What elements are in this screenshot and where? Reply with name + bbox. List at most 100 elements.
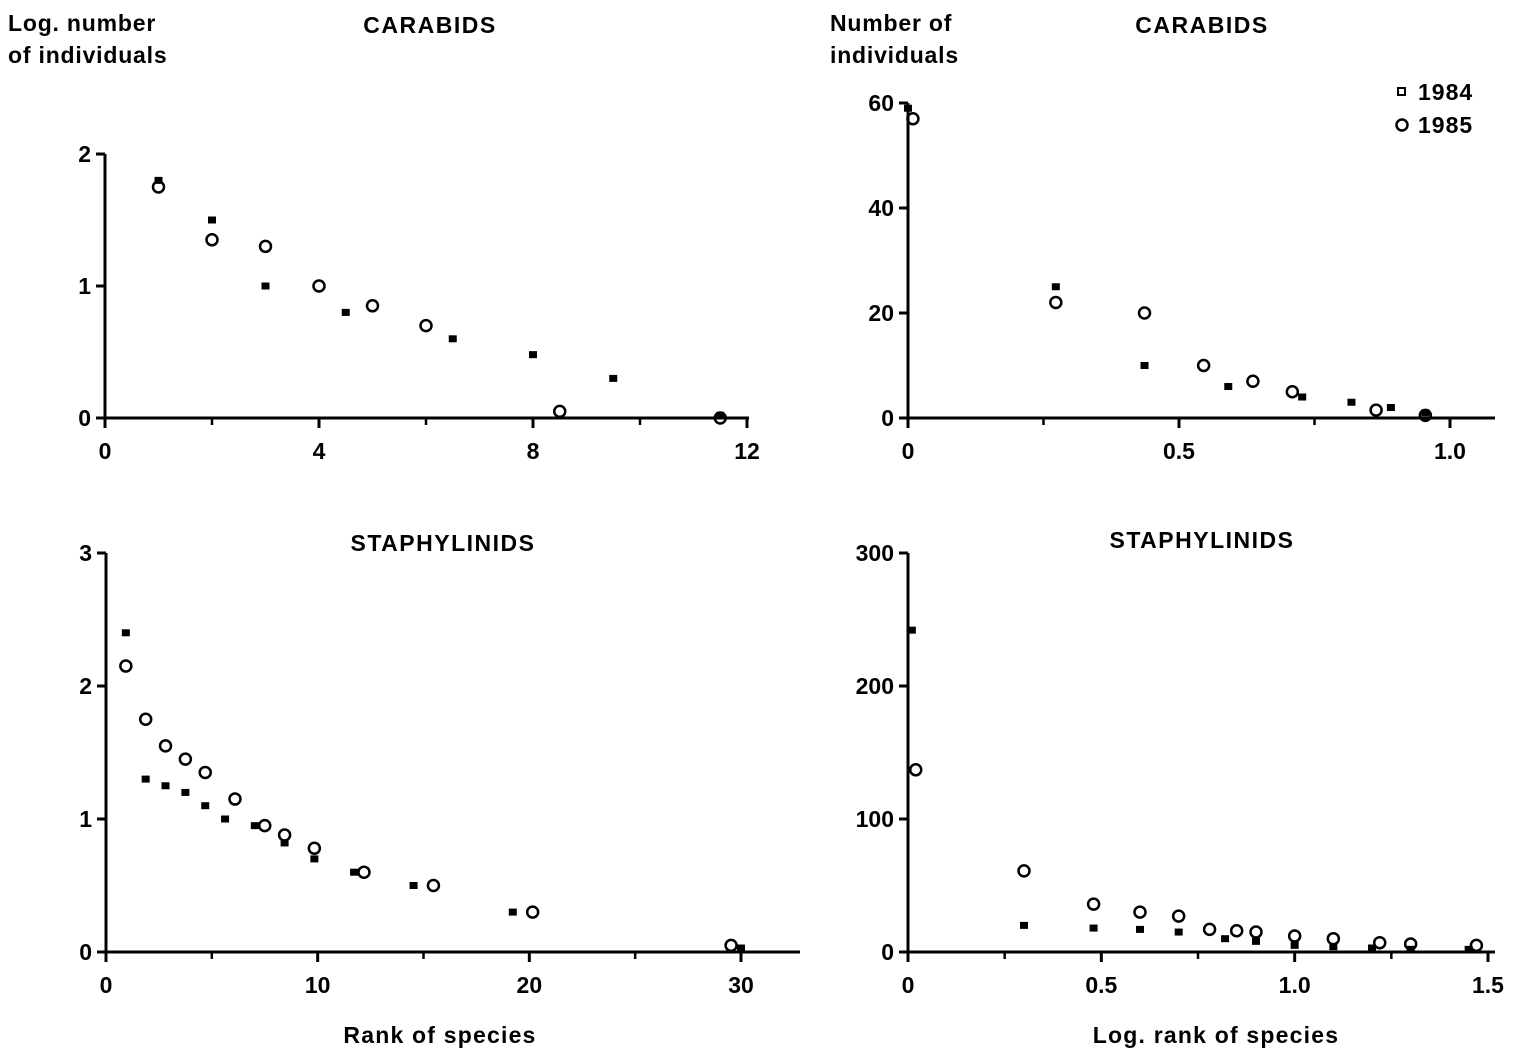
point-1984	[907, 626, 916, 634]
x-tick-label: 8	[527, 438, 540, 464]
point-1984	[161, 782, 170, 790]
point-1985	[1049, 295, 1063, 310]
point-1985	[277, 828, 292, 842]
point-1984	[280, 839, 289, 847]
point-1985	[1249, 925, 1263, 939]
point-1985	[1372, 935, 1387, 950]
point-1984	[716, 411, 725, 419]
legend-label-1984: 1984	[1418, 79, 1473, 105]
y-tick-label: 60	[868, 90, 894, 116]
point-1984	[529, 351, 537, 359]
x-tick-label: 30	[728, 972, 754, 998]
point-1984	[409, 882, 418, 889]
x-tick-label: 0	[99, 438, 112, 464]
point-1985	[151, 180, 166, 194]
chart-carabids-log-rank: Number of individuals CARABIDS 1984 1985…	[830, 10, 1495, 464]
x-tick-label: 0.5	[1163, 438, 1195, 464]
point-1985	[119, 659, 133, 673]
point-1984	[508, 908, 517, 916]
point-1985	[724, 938, 738, 953]
y-tick-label: 0	[79, 939, 92, 965]
point-1984	[261, 282, 270, 290]
y-tick-label: 2	[78, 141, 91, 167]
x-tick-label: 1.5	[1472, 972, 1504, 998]
y-tick-label: 40	[868, 195, 894, 221]
point-1985	[258, 239, 273, 254]
point-1984	[1290, 941, 1299, 949]
point-1984	[1464, 945, 1473, 953]
chart-title: STAPHYLINIDS	[1110, 527, 1295, 553]
chart-title: STAPHYLINIDS	[351, 530, 536, 556]
point-1984	[341, 308, 350, 316]
point-1984	[448, 335, 457, 343]
point-1985	[906, 112, 920, 126]
y-tick-label: 20	[868, 300, 894, 326]
y-axis-label-line-2: individuals	[830, 42, 959, 68]
x-tick-label: 1.0	[1434, 438, 1466, 464]
chart-title: CARABIDS	[363, 12, 496, 38]
data-points	[904, 104, 1433, 423]
y-tick-label: 1	[78, 273, 91, 299]
x-tick-label: 0.5	[1085, 972, 1117, 998]
point-1984	[1136, 925, 1144, 933]
x-axis-label: Rank of species	[343, 1022, 536, 1048]
point-1985	[1202, 922, 1217, 937]
y-tick-label: 200	[856, 673, 894, 699]
point-1985	[198, 765, 212, 780]
point-1984	[1421, 409, 1430, 417]
point-1985	[357, 865, 371, 879]
legend-marker-1985	[1395, 118, 1409, 132]
axes: 0 20 40 60 0 0.5 1.0	[868, 90, 1495, 464]
point-1985	[713, 411, 727, 425]
point-1985	[178, 752, 193, 766]
point-1984	[1368, 944, 1376, 952]
point-1985	[1196, 358, 1211, 373]
point-1985	[1285, 385, 1300, 399]
point-1985	[419, 318, 433, 333]
x-tick-label: 4	[313, 438, 326, 464]
y-tick-label: 0	[881, 405, 894, 431]
y-tick-label: 0	[881, 939, 894, 965]
y-axis-label-line-1: Number of	[830, 10, 952, 36]
point-1984	[1329, 943, 1338, 951]
point-1984	[350, 868, 359, 876]
x-tick-label: 10	[305, 972, 331, 998]
point-1984	[1221, 935, 1230, 943]
point-1984	[737, 944, 745, 952]
x-tick-label: 20	[517, 972, 543, 998]
data-points	[119, 629, 745, 953]
point-1985	[1017, 864, 1031, 878]
point-1985	[1369, 403, 1383, 417]
point-1984	[1020, 921, 1028, 929]
point-1984	[1140, 362, 1149, 369]
y-tick-label: 2	[79, 673, 92, 699]
point-1984	[141, 775, 150, 783]
y-tick-label: 100	[856, 806, 894, 832]
point-1985	[1133, 905, 1147, 919]
legend: 1984 1985	[1395, 79, 1473, 138]
point-1985	[307, 841, 322, 856]
point-1985	[1246, 374, 1260, 388]
x-tick-label: 1.0	[1279, 972, 1311, 998]
data-points	[907, 626, 1484, 953]
point-1985	[1418, 408, 1433, 423]
point-1985	[553, 404, 567, 419]
legend-label-1985: 1985	[1418, 112, 1473, 138]
point-1985	[312, 279, 326, 293]
chart-title: CARABIDS	[1135, 12, 1268, 38]
point-1984	[904, 104, 912, 112]
point-1984	[1051, 283, 1060, 291]
point-1985	[1403, 937, 1418, 951]
x-axis-label: Log. rank of species	[1093, 1022, 1339, 1048]
chart-staphylinids-log-rank: STAPHYLINIDS Log. rank of species 0 100 20…	[856, 527, 1505, 1048]
point-1984	[201, 802, 210, 810]
point-1985	[1171, 909, 1186, 923]
y-tick-label: 1	[79, 806, 92, 832]
point-1984	[310, 855, 319, 863]
point-1985	[908, 763, 923, 777]
axes: 0 100 200 300 0 0.5 1.0 1.5	[856, 540, 1505, 998]
